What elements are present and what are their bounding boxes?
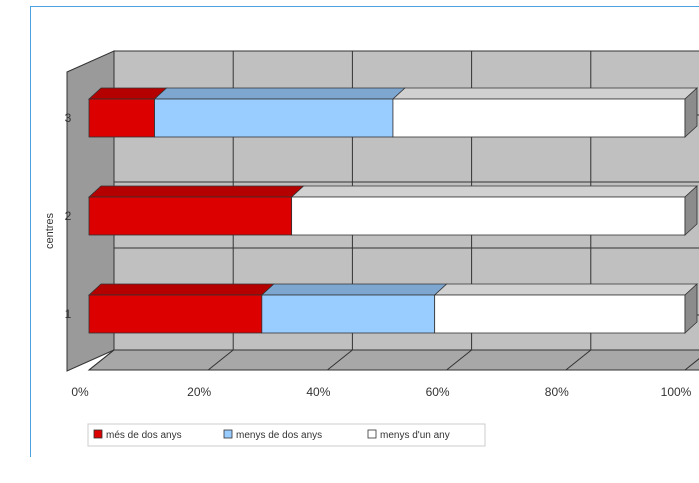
bar-top-3-2 — [391, 87, 699, 100]
floor-gridline-5 — [684, 358, 699, 371]
bar-3-2 — [391, 87, 699, 138]
chart-frame — [30, 6, 699, 457]
bar-front-1-0 — [88, 294, 263, 334]
legend-swatch — [93, 429, 103, 439]
bar-top-2-0 — [87, 185, 305, 198]
bar-2-0 — [87, 185, 305, 236]
floor-gridline-1 — [207, 349, 234, 371]
bar-top-3-0 — [87, 87, 168, 100]
floor — [87, 349, 699, 371]
legend: més de dos anys menys de dos anys menys d'… — [87, 423, 486, 447]
bar-top-1-1 — [260, 283, 448, 296]
floor-gridline-0 — [88, 349, 115, 371]
legend-item: menys de dos anys — [223, 429, 322, 441]
x-axis-ticks: 0% 20% 40% 60% 80% 100% — [71, 385, 691, 399]
bar-1-2 — [433, 283, 699, 334]
bar-front-3-0 — [88, 98, 155, 138]
bar-front-3-2 — [392, 98, 686, 138]
y-tick-label: 3 — [65, 111, 72, 125]
x-tick-label: 20% — [187, 385, 211, 399]
floor-gridline-3 — [446, 349, 472, 371]
bar-front-1-2 — [434, 294, 686, 334]
legend-swatch — [367, 429, 377, 439]
floor-gridline-4 — [565, 349, 592, 371]
bar-3-1 — [153, 87, 406, 138]
x-tick-label: 40% — [306, 385, 330, 399]
legend-label: més de dos anys — [106, 430, 182, 441]
y-tick-label: 1 — [65, 307, 72, 321]
legend-swatch — [223, 429, 233, 439]
legend-label: menys d'un any — [380, 430, 450, 441]
y-axis-ticks: 1 2 3 — [65, 111, 72, 321]
bar-front-1-1 — [261, 294, 436, 334]
bar-2-2 — [290, 185, 699, 236]
y-axis-title: centres — [44, 212, 56, 249]
legend-box — [87, 423, 486, 447]
bars — [87, 87, 699, 334]
bar-top-1-2 — [433, 283, 699, 296]
bar-1-1 — [260, 283, 448, 334]
bar-1-0 — [87, 283, 275, 334]
bar-top-1-0 — [87, 283, 275, 296]
bar-side-1 — [684, 283, 698, 334]
x-tick-label: 60% — [426, 385, 450, 399]
floor-gridline-2 — [327, 349, 353, 371]
bar-front-2-2 — [291, 196, 686, 236]
y-tick-label: 2 — [65, 209, 72, 223]
bar-front-2-0 — [88, 196, 293, 236]
bar-front-3-1 — [154, 98, 394, 138]
legend-label: menys de dos anys — [236, 430, 322, 441]
bar-3-0 — [87, 87, 168, 138]
legend-item: menys d'un any — [367, 429, 450, 441]
x-tick-label: 100% — [661, 385, 692, 399]
legend-item: més de dos anys — [93, 429, 182, 441]
bar-side-2 — [684, 185, 698, 236]
bar-side-3 — [684, 87, 698, 138]
bar-top-2-2 — [290, 185, 699, 198]
x-tick-label: 80% — [545, 385, 569, 399]
bar-top-3-1 — [153, 87, 406, 100]
x-tick-label: 0% — [71, 385, 89, 399]
